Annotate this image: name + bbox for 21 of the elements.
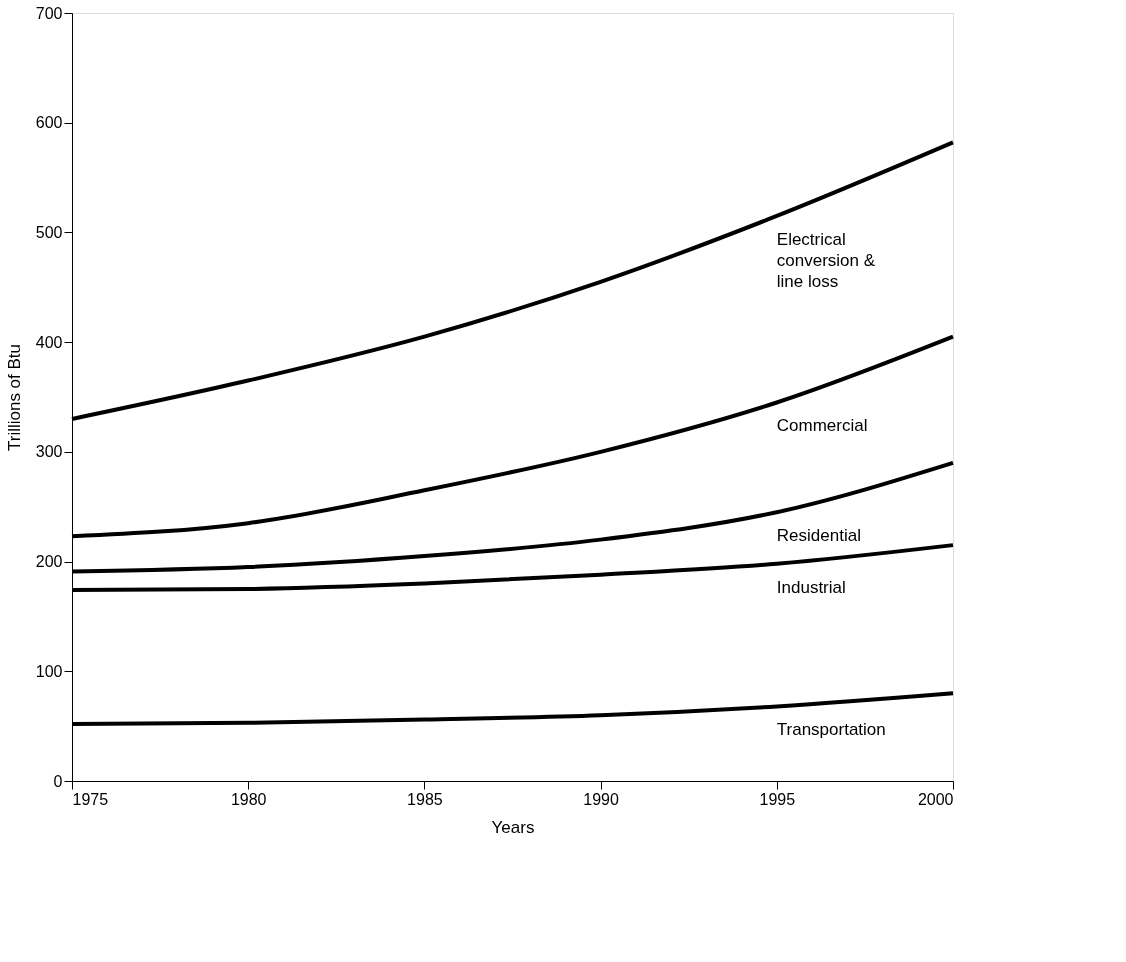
x-tick-label: 1980 <box>230 790 267 808</box>
x-tick-label: 1995 <box>759 790 796 808</box>
series-label: Residential <box>776 526 861 546</box>
x-tick-label: 1975 <box>72 790 109 808</box>
series-label: Industrial <box>776 577 846 597</box>
series-label: Transportation <box>776 720 886 740</box>
y-tick-label: 0 <box>53 772 63 790</box>
y-axis-title: Trillions of Btu <box>4 343 24 452</box>
y-tick-label: 400 <box>35 333 63 351</box>
y-tick-label: 100 <box>35 662 63 680</box>
y-tick-label: 500 <box>35 223 63 241</box>
y-tick-label: 300 <box>35 443 63 461</box>
y-tick-label: 700 <box>35 4 63 22</box>
y-tick-label: 600 <box>35 114 63 132</box>
series-label: Commercial <box>776 416 868 436</box>
x-tick-label: 2000 <box>917 790 954 808</box>
x-axis-title: Years <box>491 817 535 837</box>
x-tick-label: 1990 <box>583 790 619 808</box>
series-label: Electrical conversion & line loss <box>776 229 876 291</box>
y-tick-label: 200 <box>35 553 63 571</box>
x-tick-label: 1985 <box>407 790 443 808</box>
